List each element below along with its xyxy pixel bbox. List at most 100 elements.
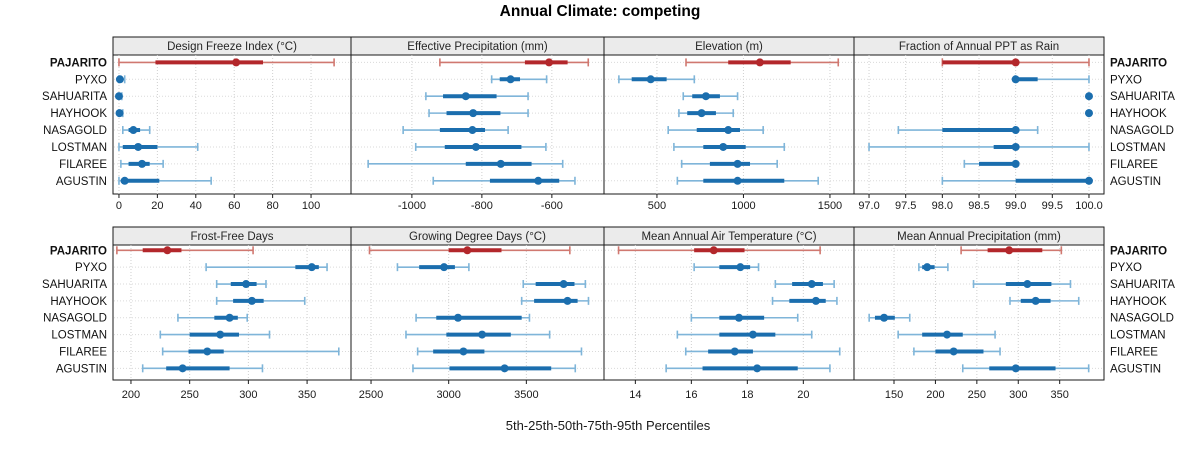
percentile-row-hayhook <box>1084 109 1093 118</box>
tick-label: 1500 <box>818 200 842 212</box>
tick-label: 350 <box>1051 389 1069 401</box>
station-label-right-sahuarita: SAHUARITA <box>1110 279 1175 291</box>
tick-label: 300 <box>239 389 257 401</box>
station-label-left-pajarito: PAJARITO <box>50 245 107 257</box>
median-dot <box>478 330 487 339</box>
median-dot <box>471 142 480 151</box>
median-dot <box>734 313 743 322</box>
station-label-left-filaree: FILAREE <box>59 159 107 171</box>
percentile-row-pyxo <box>693 263 760 272</box>
panels: Design Freeze Index (°C) 0 20 40 60 80 100 PAJA… <box>42 36 1175 401</box>
panel-mean-annual-precipitation-mm: Mean Annual Precipitation (mm) 150 200 250 3… <box>853 226 1175 401</box>
percentile-row-lostman <box>897 330 996 339</box>
station-label-right-filaree: FILAREE <box>1110 159 1158 171</box>
percentile-row-nasagold <box>868 313 911 322</box>
station-label-right-lostman: LOSTMAN <box>1110 330 1166 342</box>
percentile-row-pyxo <box>115 75 126 84</box>
tick-label: 150 <box>885 389 903 401</box>
station-label-left-lostman: LOSTMAN <box>51 142 107 154</box>
percentile-row-nasagold <box>402 126 509 135</box>
percentile-row-pyxo <box>490 75 548 84</box>
station-label-right-hayhook: HAYHOOK <box>1110 108 1167 120</box>
percentile-row-sahuarita <box>682 92 739 101</box>
station-label-right-hayhook: HAYHOOK <box>1110 296 1167 308</box>
tick-label: 200 <box>926 389 944 401</box>
tick-label: 40 <box>190 200 202 212</box>
tick-label: 97.0 <box>858 200 879 212</box>
percentile-row-pajarito <box>960 246 1063 255</box>
median-dot <box>1031 296 1040 305</box>
median-dot <box>225 313 234 322</box>
tick-label: 2500 <box>359 389 383 401</box>
station-label-right-agustin: AGUSTIN <box>1110 363 1161 375</box>
station-label-right-pajarito: PAJARITO <box>1110 245 1167 257</box>
station-label-left-nasagold: NASAGOLD <box>43 313 107 325</box>
median-dot <box>115 75 124 84</box>
tick-label: 20 <box>797 389 809 401</box>
percentile-row-pyxo <box>205 263 328 272</box>
median-dot <box>753 364 762 373</box>
median-dot <box>1011 75 1020 84</box>
station-label-left-agustin: AGUSTIN <box>56 176 107 188</box>
panel-title: Mean Annual Air Temperature (°C) <box>641 231 816 243</box>
station-label-left-agustin: AGUSTIN <box>56 363 107 375</box>
axis-caption: 5th-25th-50th-75th-95th Percentiles <box>505 418 711 433</box>
percentile-row-nasagold <box>121 126 151 135</box>
percentile-row-filaree <box>963 159 1020 168</box>
percentile-row-agustin <box>665 364 831 373</box>
tick-label: 98.0 <box>932 200 953 212</box>
median-dot <box>216 330 225 339</box>
tick-label: 3500 <box>514 389 538 401</box>
percentile-row-filaree <box>120 159 164 168</box>
station-label-right-sahuarita: SAHUARITA <box>1110 91 1175 103</box>
median-dot <box>468 126 477 135</box>
tick-label: 1000 <box>731 200 755 212</box>
percentile-row-pajarito <box>368 246 571 255</box>
percentile-row-nasagold <box>415 313 531 322</box>
panel-elevation-m: Elevation (m) 500 1000 1500 <box>603 36 855 212</box>
panel-body <box>112 54 352 195</box>
percentile-row-hayhook <box>115 109 124 118</box>
median-dot <box>755 58 764 67</box>
median-dot <box>559 280 568 289</box>
percentile-row-hayhook <box>1009 296 1080 305</box>
tick-label: 0 <box>116 200 122 212</box>
percentile-row-filaree <box>416 347 583 356</box>
percentile-row-lostman <box>868 142 1090 151</box>
percentile-row-sahuarita <box>972 280 1072 289</box>
median-dot <box>733 176 742 185</box>
median-dot <box>232 58 241 67</box>
percentile-row-lostman <box>405 330 551 339</box>
percentile-row-nasagold <box>897 126 1039 135</box>
percentile-row-pajarito <box>617 246 821 255</box>
median-dot <box>307 263 316 272</box>
median-dot <box>500 364 509 373</box>
percentile-row-pyxo <box>1011 75 1090 84</box>
median-dot <box>469 109 478 118</box>
panel-title: Fraction of Annual PPT as Rain <box>899 41 1059 53</box>
median-dot <box>440 263 449 272</box>
panel-title: Effective Precipitation (mm) <box>407 41 548 53</box>
median-dot <box>115 109 124 118</box>
panel-body <box>350 54 605 195</box>
panel-growing-degree-days-c: Growing Degree Days (°C) 2500 3000 3500 <box>350 226 605 401</box>
median-dot <box>1005 246 1014 255</box>
percentile-row-pajarito <box>116 246 254 255</box>
percentile-row-pajarito <box>118 58 335 67</box>
station-label-left-nasagold: NASAGOLD <box>43 125 107 137</box>
median-dot <box>1084 109 1093 118</box>
median-dot <box>203 347 212 356</box>
median-dot <box>724 126 733 135</box>
percentile-row-sahuarita <box>522 280 587 289</box>
tick-label: 100 <box>302 200 320 212</box>
percentile-row-agustin <box>961 364 1090 373</box>
median-dot <box>719 142 728 151</box>
station-label-right-nasagold: NASAGOLD <box>1110 125 1174 137</box>
percentile-row-agustin <box>941 176 1093 185</box>
tick-label: 98.5 <box>968 200 989 212</box>
tick-label: 14 <box>629 389 641 401</box>
station-label-right-pajarito: PAJARITO <box>1110 57 1167 69</box>
panel-body <box>853 244 1105 381</box>
percentile-row-agustin <box>412 364 577 373</box>
